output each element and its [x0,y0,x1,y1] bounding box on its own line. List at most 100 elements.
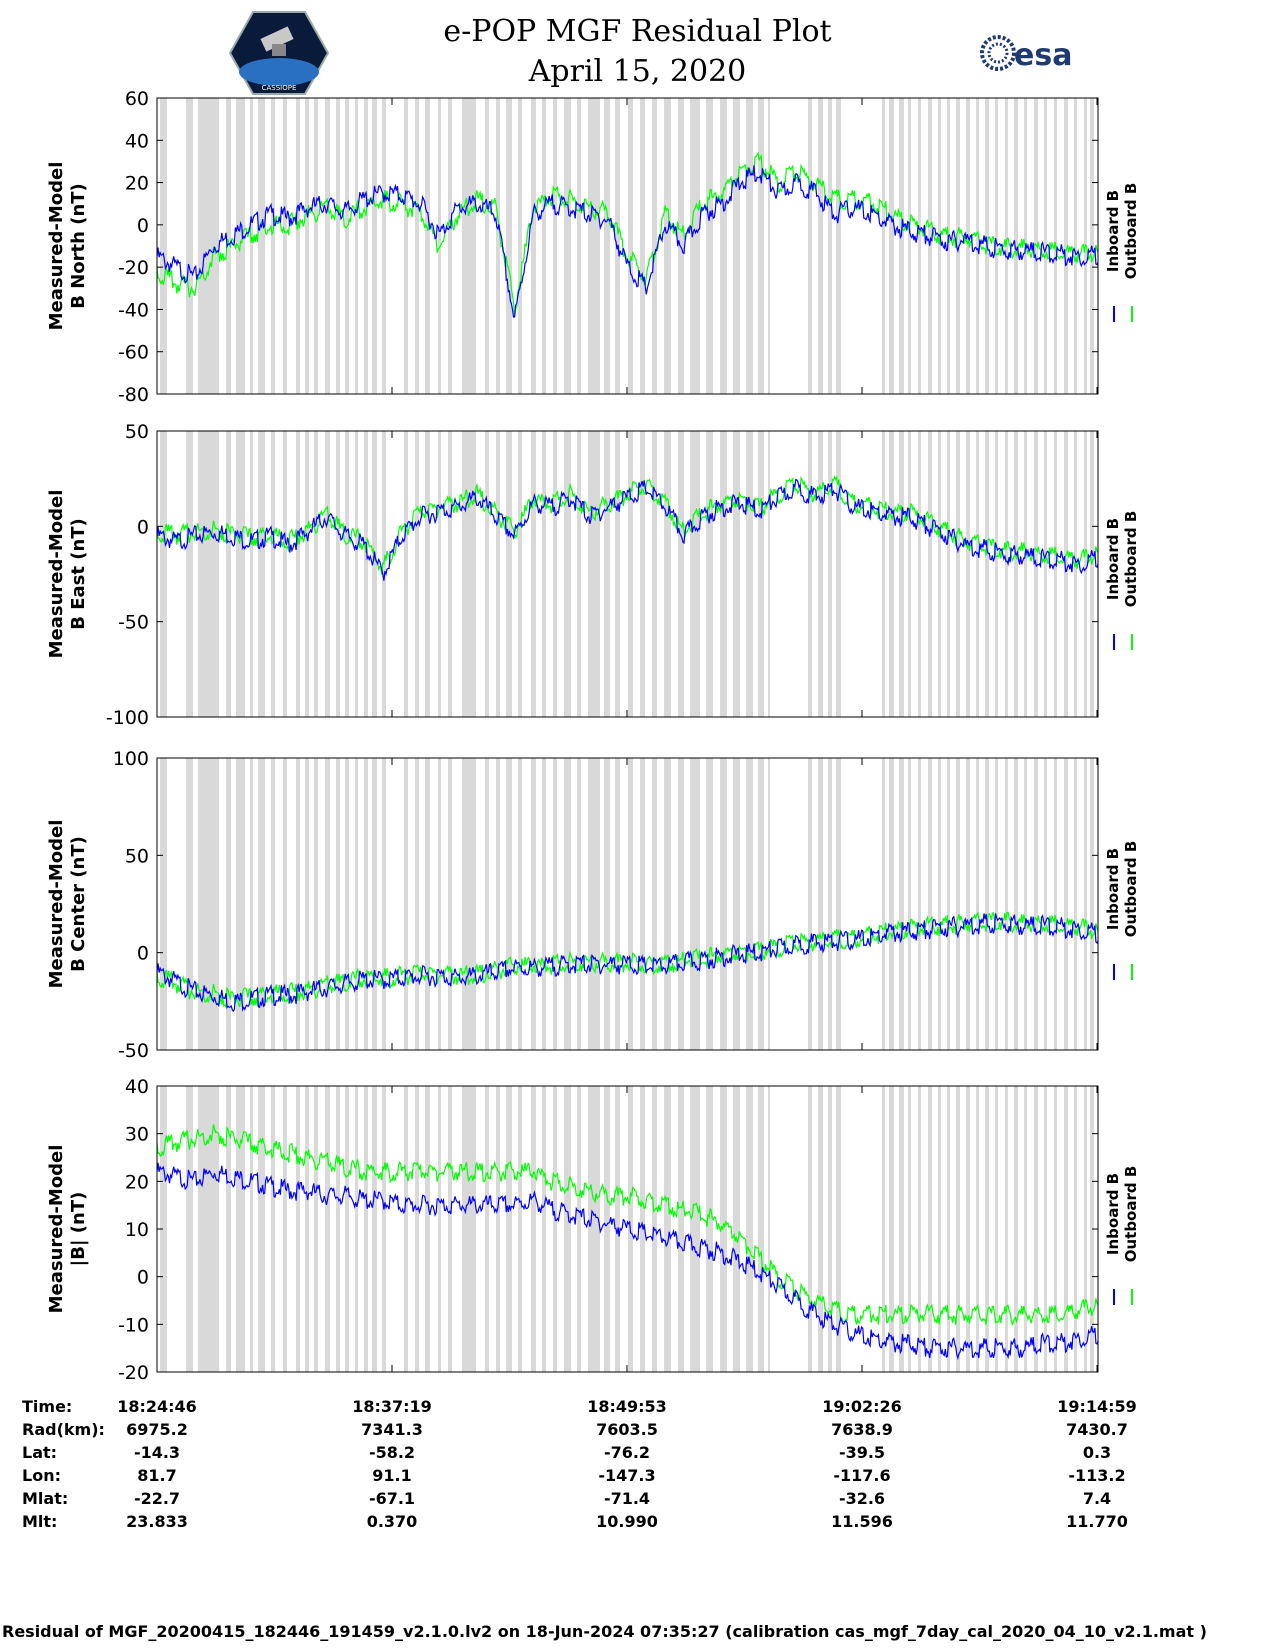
data-gap-band [882,431,885,717]
legend-label: Inboard B [1104,1173,1122,1255]
data-gap-band [956,758,960,1050]
data-gap-band [1090,431,1094,717]
data-gap-band [966,1086,970,1372]
data-gap-band [415,431,419,717]
data-gap-band [1014,98,1018,394]
y-tick-label: 50 [125,421,149,443]
data-gap-band [553,431,557,717]
data-gap-band [1084,758,1087,1050]
data-gap-band [690,98,700,394]
data-gap-band [506,98,512,394]
data-gap-band [604,431,610,717]
data-gap-band [746,758,753,1050]
data-gap-band [1064,431,1068,717]
data-gap-band [553,98,557,394]
data-gap-band [976,98,979,394]
data-gap-band [372,758,377,1050]
data-gap-band [531,758,536,1050]
data-gap-band [553,1086,557,1372]
ephemeris-value: 91.1 [372,1466,411,1485]
data-gap-band [836,431,841,717]
data-gap-band [995,431,998,717]
data-gap-band [415,98,419,394]
data-gap-band [836,758,841,1050]
ephemeris-value: 19:14:59 [1057,1397,1137,1416]
y-axis-label: Measured-Model [46,1145,67,1314]
data-gap-band [746,431,753,717]
legend-label: Inboard B [1104,190,1122,272]
legend-label: Outboard B [1122,183,1140,280]
y-tick-label: 20 [125,1171,149,1193]
data-gap-band [355,98,358,394]
data-gap-band [976,1086,979,1372]
data-gap-band [305,98,309,394]
data-gap-band [336,1086,340,1372]
data-gap-band [186,1086,193,1372]
data-gap-band [966,431,970,717]
data-gap-band [615,431,620,717]
data-gap-band [985,1086,989,1372]
data-gap-band [1044,758,1047,1050]
data-gap-band [198,1086,219,1372]
series-line-outboard [156,911,1099,1009]
data-gap-band [733,431,740,717]
data-gap-band [271,1086,275,1372]
data-gap-band [1054,431,1057,717]
data-gap-band [198,431,219,717]
ephemeris-value: 7.4 [1083,1489,1111,1508]
series-line-inboard [156,165,1099,318]
data-gap-band [947,98,950,394]
data-gap-band [664,758,671,1050]
data-gap-band [720,431,727,717]
data-gap-band [325,431,330,717]
data-gap-band [364,431,368,717]
data-gap-band [1034,758,1038,1050]
y-tick-label: 0 [137,516,149,538]
series-line-inboard [156,1162,1099,1361]
data-gap-band [314,758,318,1050]
ephemeris-value: 23.833 [126,1512,188,1531]
y-tick-label: -20 [118,257,149,279]
data-gap-band [720,1086,727,1372]
data-gap-band [305,431,309,717]
data-gap-band [899,98,904,394]
data-gap-band [382,758,386,1050]
data-gap-band [928,431,932,717]
data-gap-band [462,98,476,394]
ephemeris-value: -32.6 [839,1489,885,1508]
data-gap-band [808,98,812,394]
data-gap-band [160,1086,167,1372]
data-gap-band [404,1086,408,1372]
data-gap-band [296,98,300,394]
data-gap-band [198,98,219,394]
data-gap-band [271,431,275,717]
data-gap-band [314,431,318,717]
y-tick-label: -60 [118,342,149,364]
ephemeris-value: 7603.5 [596,1420,658,1439]
ephemeris-value: -76.2 [604,1443,650,1462]
footer-caption: Residual of MGF_20200415_182446_191459_v… [2,1622,1207,1641]
data-gap-band [882,98,885,394]
panel-2: -100 -50 0 50 Measured-Model B East (nT) Inboa… [46,421,1140,729]
ephemeris-row-label: Mlt: [22,1512,57,1531]
data-gap-band [462,1086,476,1372]
data-gap-band [336,431,340,717]
data-gap-band [908,431,911,717]
data-gap-band [1005,1086,1008,1372]
data-gap-band [485,98,489,394]
data-gap-band [938,1086,941,1372]
data-gap-band [336,98,340,394]
data-gap-band [425,758,430,1050]
data-gap-band [733,98,740,394]
panel-3: -50 0 50 100 Measured-Model B Center (nT) Inbo… [46,748,1140,1062]
y-tick-label: 0 [137,215,149,237]
data-gap-band [985,431,989,717]
data-gap-band [271,98,275,394]
data-gap-band [1074,758,1077,1050]
y-tick-label: 0 [137,1267,149,1289]
data-gap-band [485,758,489,1050]
y-tick-label: -50 [118,612,149,634]
ephemeris-value: -14.3 [134,1443,180,1462]
data-gap-band [836,1086,841,1372]
data-gap-band [1074,431,1077,717]
